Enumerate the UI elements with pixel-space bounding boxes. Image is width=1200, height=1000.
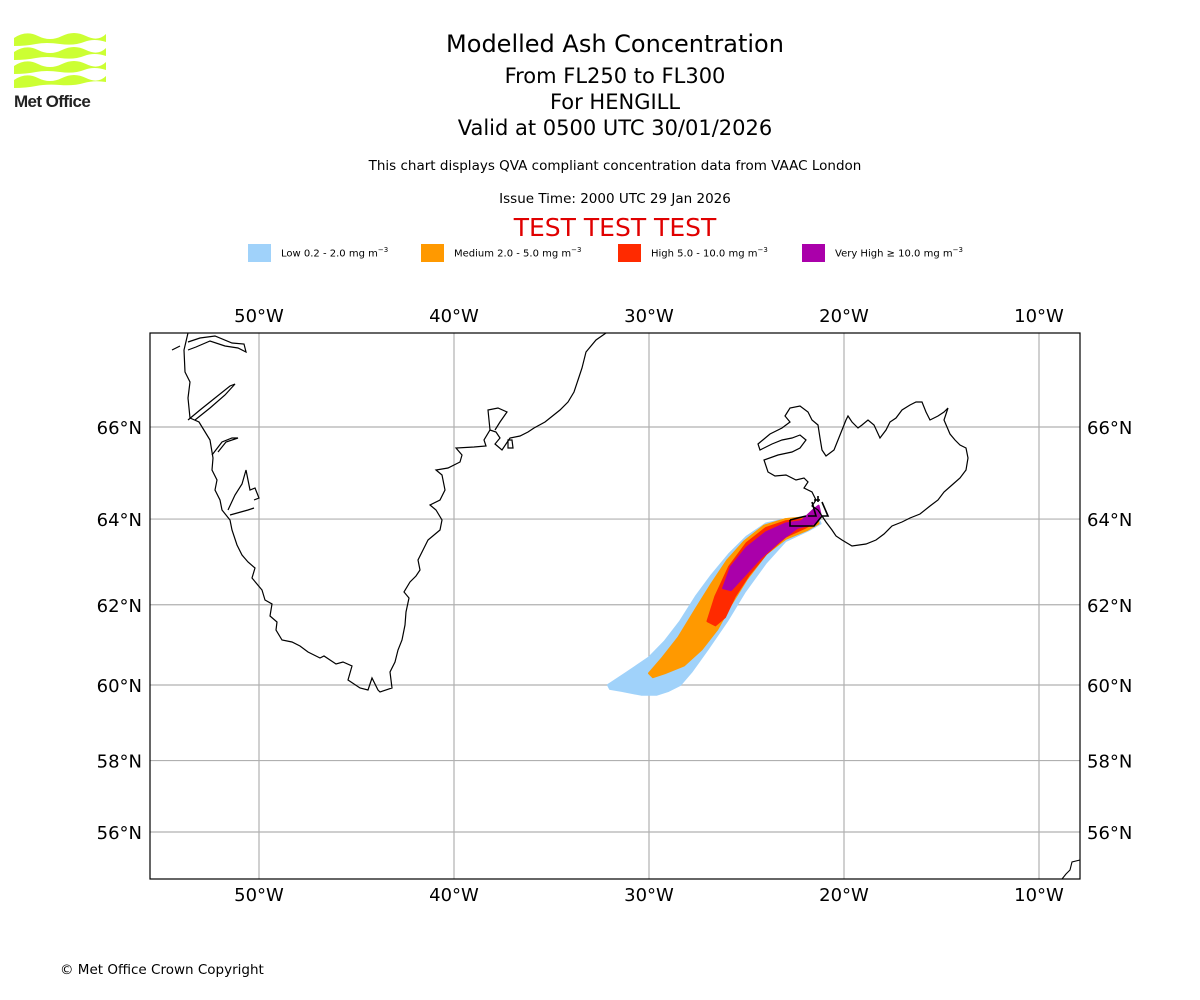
x-tick-label: 30°W xyxy=(624,885,674,906)
y-tick-label: 62°N xyxy=(97,596,142,617)
flight-levels: From FL250 to FL300 xyxy=(504,64,726,88)
y-tick-label: 66°N xyxy=(97,418,142,439)
map-frame xyxy=(149,332,1081,880)
ash-layer-very-high xyxy=(722,504,822,592)
x-tick-label: 10°W xyxy=(1014,306,1064,327)
greenland-fjord-2 xyxy=(187,383,236,421)
legend-item-low: Low 0.2 - 2.0 mg m−3 xyxy=(248,244,388,262)
volcano-marker-icon xyxy=(789,496,830,527)
y-tick-label: 64°N xyxy=(1087,510,1132,531)
logo-text: Met Office xyxy=(14,92,91,111)
x-axis-top: 50°W 40°W 30°W 20°W 10°W xyxy=(234,306,1064,327)
copyright-notice: © Met Office Crown Copyright xyxy=(60,962,264,978)
legend-label-high: High 5.0 - 10.0 mg m−3 xyxy=(651,246,768,260)
y-tick-label: 56°N xyxy=(1087,823,1132,844)
legend-item-very-high: Very High ≥ 10.0 mg m−3 xyxy=(802,244,963,262)
x-tick-label: 20°W xyxy=(819,306,869,327)
chart-title: Modelled Ash Concentration xyxy=(446,30,784,58)
legend-swatch-low xyxy=(248,244,271,262)
legend-swatch-high xyxy=(618,244,641,262)
y-tick-label: 58°N xyxy=(1087,752,1132,773)
iceland-peninsula xyxy=(811,499,823,517)
y-axis-right: 56°N 58°N 60°N 62°N 64°N 66°N xyxy=(1087,418,1132,844)
greenland-fjord-4 xyxy=(227,469,260,511)
x-tick-label: 10°W xyxy=(1014,885,1064,906)
legend-item-medium: Medium 2.0 - 5.0 mg m−3 xyxy=(421,244,581,262)
legend-label-low: Low 0.2 - 2.0 mg m−3 xyxy=(281,246,389,260)
y-tick-label: 56°N xyxy=(97,823,142,844)
greenland-fjord-5 xyxy=(229,507,255,516)
x-tick-label: 50°W xyxy=(234,885,284,906)
y-tick-label: 60°N xyxy=(97,676,142,697)
legend-label-medium: Medium 2.0 - 5.0 mg m−3 xyxy=(454,246,582,260)
y-tick-label: 62°N xyxy=(1087,596,1132,617)
x-tick-label: 40°W xyxy=(429,885,479,906)
y-tick-label: 66°N xyxy=(1087,418,1132,439)
legend-item-high: High 5.0 - 10.0 mg m−3 xyxy=(618,244,768,262)
ash-layers xyxy=(607,504,822,696)
scotland-coastline-fragment xyxy=(1061,859,1081,880)
y-tick-label: 64°N xyxy=(97,510,142,531)
x-tick-label: 50°W xyxy=(234,306,284,327)
y-tick-label: 58°N xyxy=(97,752,142,773)
greenland-fjord-6 xyxy=(487,407,508,431)
met-office-waves-icon xyxy=(14,33,106,88)
coastlines xyxy=(171,333,969,693)
legend-label-very-high: Very High ≥ 10.0 mg m−3 xyxy=(835,246,963,260)
chart-description: This chart displays QVA compliant concen… xyxy=(368,158,862,174)
x-tick-label: 30°W xyxy=(624,306,674,327)
legend-swatch-very-high xyxy=(802,244,825,262)
greenland-island xyxy=(507,439,514,449)
met-office-logo: Met Office xyxy=(14,30,106,112)
greenland-fjord-3 xyxy=(211,437,239,456)
greenland-fjord-1 xyxy=(187,335,247,354)
y-tick-label: 60°N xyxy=(1087,676,1132,697)
y-axis-left: 56°N 58°N 60°N 62°N 64°N 66°N xyxy=(97,418,142,844)
issue-time: Issue Time: 2000 UTC 29 Jan 2026 xyxy=(499,191,731,207)
legend-swatch-medium xyxy=(421,244,444,262)
greenland-coastline-west xyxy=(183,333,607,693)
volcano-name: For HENGILL xyxy=(549,90,681,114)
x-tick-label: 40°W xyxy=(429,306,479,327)
test-banner: TEST TEST TEST xyxy=(513,213,717,242)
iceland-coastline xyxy=(757,401,969,547)
x-axis-bottom: 50°W 40°W 30°W 20°W 10°W xyxy=(234,885,1064,906)
greenland-fjord-7 xyxy=(171,345,181,351)
x-tick-label: 20°W xyxy=(819,885,869,906)
valid-time: Valid at 0500 UTC 30/01/2026 xyxy=(457,116,773,140)
